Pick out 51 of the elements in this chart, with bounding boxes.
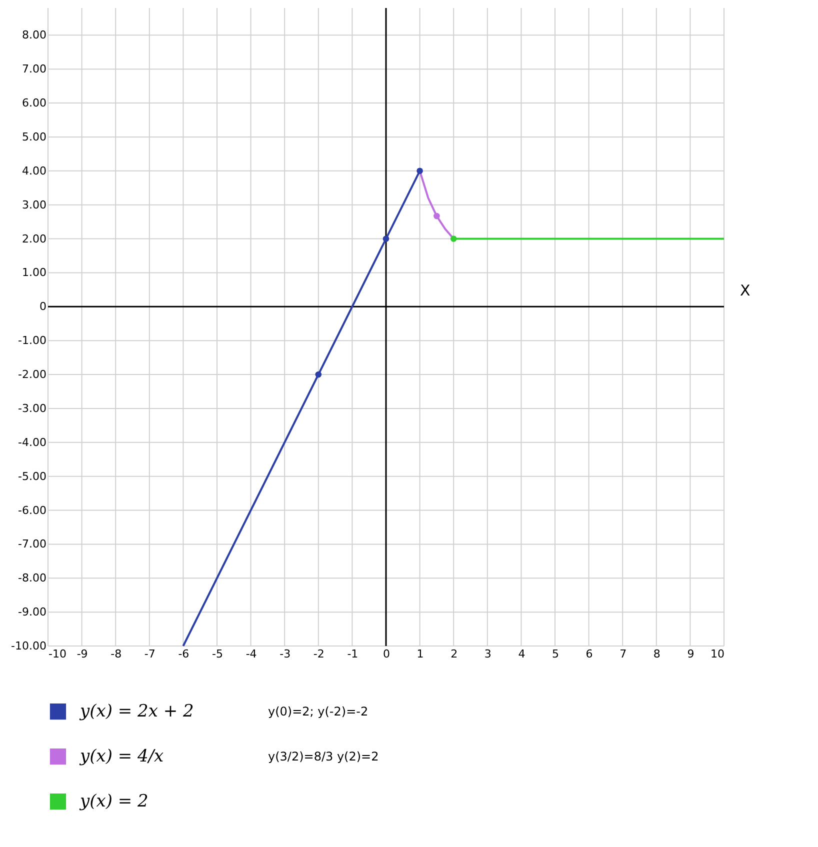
x-tick-label: -8 bbox=[110, 648, 122, 660]
y-tick-label: 0 bbox=[40, 300, 46, 314]
y-tick-label: 2.00 bbox=[22, 232, 46, 246]
point bbox=[315, 371, 322, 378]
x-tick-label: 4 bbox=[518, 648, 526, 660]
x-tick-label: -3 bbox=[280, 648, 291, 660]
x-tick-label: 7 bbox=[620, 648, 627, 660]
x-tick-label: 5 bbox=[552, 648, 559, 660]
y-tick-label: 6.00 bbox=[22, 96, 46, 110]
y-tick-label: 1.00 bbox=[22, 266, 46, 280]
point bbox=[434, 212, 440, 220]
y-tick-label: -1.00 bbox=[18, 334, 46, 348]
x-tick-label: -6 bbox=[178, 648, 190, 660]
x-tick-label: 2 bbox=[450, 648, 458, 660]
y-tick-label: -4.00 bbox=[18, 436, 46, 449]
y-tick-label: -2.00 bbox=[18, 368, 46, 382]
y-tick-label: -3.00 bbox=[18, 402, 46, 415]
text: y(3/2)=8/3 y(2)=2 bbox=[268, 750, 379, 764]
y-tick-label: -10.00 bbox=[11, 640, 46, 652]
x-tick-label: -10 bbox=[48, 648, 66, 660]
y-tick-label: 7.00 bbox=[22, 62, 46, 76]
legend-label: y(x) = 2x + 2 bbox=[79, 702, 194, 722]
x-tick-label: 0 bbox=[383, 648, 390, 660]
y-tick-label: -6.00 bbox=[18, 504, 46, 517]
x-axis-title: X bbox=[740, 282, 750, 300]
y-tick-label: -9.00 bbox=[18, 606, 46, 619]
x-tick-label: -5 bbox=[212, 648, 223, 660]
x-tick-label: 1 bbox=[416, 648, 424, 660]
x-tick-label: -4 bbox=[246, 648, 257, 660]
x-tick-label: 6 bbox=[586, 648, 593, 660]
text: y(0)=2; y(-2)=-2 bbox=[268, 704, 368, 718]
legend-label: y(x) = 4/x bbox=[79, 746, 164, 766]
y-tick-label: -5.00 bbox=[18, 470, 46, 483]
point bbox=[450, 236, 457, 242]
x-tick-label: 8 bbox=[653, 648, 660, 660]
x-tick-label: -1 bbox=[347, 648, 358, 660]
y-tick-label: 5.00 bbox=[22, 130, 46, 144]
x-tick-label: 10 bbox=[710, 648, 724, 660]
y-tick-label: 8.00 bbox=[22, 28, 46, 42]
x-tick-label: -7 bbox=[144, 648, 156, 660]
y-tick-label: 3.00 bbox=[22, 198, 46, 212]
x-tick-label: 9 bbox=[687, 648, 694, 660]
legend-label: y(x) = 2 bbox=[79, 792, 148, 812]
point bbox=[382, 236, 390, 242]
x-tick-label: 3 bbox=[484, 648, 492, 660]
y-tick-label: -7.00 bbox=[18, 538, 46, 551]
y-tick-label: -8.00 bbox=[18, 572, 46, 585]
x-tick-label: -2 bbox=[313, 648, 324, 660]
y-tick-label: 4.00 bbox=[22, 164, 46, 178]
x-tick-label: -9 bbox=[76, 648, 88, 660]
point bbox=[416, 168, 423, 174]
